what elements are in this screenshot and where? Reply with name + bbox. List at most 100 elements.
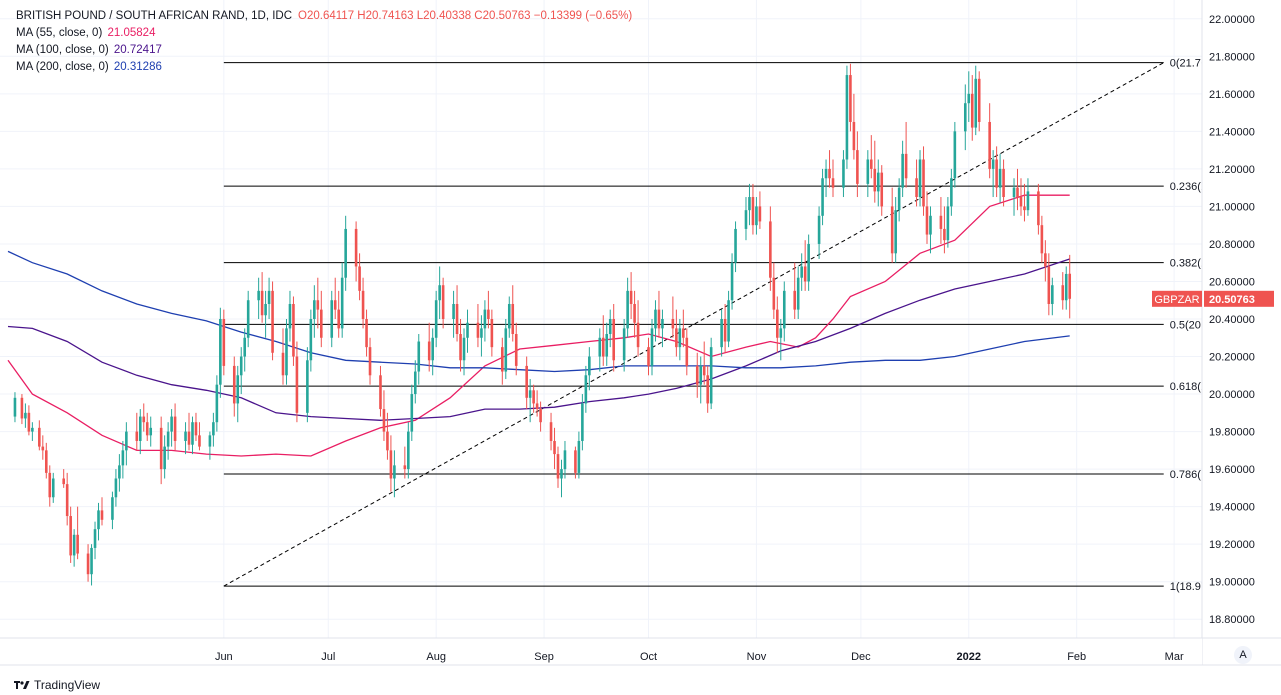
candle-body	[142, 416, 146, 423]
candle-body	[723, 319, 727, 342]
candle-body	[100, 510, 104, 520]
candle-body	[977, 78, 981, 122]
candle-body	[845, 75, 849, 160]
ohlc-values: O20.64117 H20.74163 L20.40338 C20.50763 …	[298, 10, 633, 22]
candle-body	[246, 300, 250, 338]
candle-body	[354, 228, 358, 267]
candle-body	[76, 534, 79, 554]
time-axis: Jun Jul Aug Sep Oct Nov Dec 2022 Feb Mar	[0, 637, 1281, 666]
candle-body	[1051, 285, 1054, 304]
price-tick-label: 20.20000	[1209, 352, 1255, 364]
candle-body	[678, 328, 682, 348]
candle-body	[208, 435, 212, 447]
candle-body	[319, 309, 323, 338]
candle-body	[918, 159, 922, 198]
candle-body	[661, 319, 664, 329]
candle-body	[271, 290, 274, 353]
candle-body	[344, 228, 347, 278]
candle-body	[601, 337, 605, 357]
candle-body	[393, 465, 396, 479]
price-tick-label: 21.80000	[1209, 51, 1255, 63]
candle-body	[243, 337, 247, 357]
candle-body	[943, 228, 946, 241]
fibonacci-retracement: 0(21.76621)0.236(21.10789)0.382(20.70063…	[223, 58, 1250, 593]
candle-body	[535, 403, 539, 410]
candle-body	[441, 285, 445, 319]
indicator-ma55[interactable]: MA (55, close, 0) 21.05824	[16, 27, 156, 39]
candle-body	[431, 337, 434, 361]
candle-body	[974, 78, 978, 128]
candle-body	[807, 243, 810, 282]
candle-body	[170, 416, 173, 432]
candle-body	[852, 121, 856, 151]
price-tick-label: 18.80000	[1209, 614, 1255, 626]
grid	[0, 0, 1202, 638]
candle-body	[511, 303, 515, 335]
candle-body	[824, 168, 828, 179]
candle-body	[44, 450, 48, 473]
candle-body	[27, 412, 31, 432]
candle-body	[699, 365, 703, 385]
candle-body	[803, 266, 807, 282]
time-tick-label: Dec	[851, 651, 871, 663]
candle-body	[880, 172, 884, 207]
candle-body	[1061, 285, 1065, 301]
symbol-tag-label: GBPZAR	[1154, 294, 1199, 306]
time-tick-label: Oct	[640, 651, 657, 663]
candle-body	[831, 178, 835, 188]
candle-body	[1047, 266, 1051, 304]
candle-body	[239, 356, 243, 376]
ma200-value: 20.31286	[113, 61, 162, 73]
candle-body	[138, 416, 142, 441]
candle-body	[929, 215, 932, 235]
candle-body	[988, 121, 991, 169]
indicator-ma200[interactable]: MA (200, close, 0) 20.31286	[16, 61, 162, 73]
price-tick-label: 22.00000	[1209, 14, 1255, 26]
time-tick-label: Mar	[1165, 651, 1184, 663]
candle-body	[281, 352, 285, 376]
candle-body	[72, 534, 76, 556]
candle-body	[135, 431, 139, 441]
candle-body	[706, 375, 709, 404]
candle-body	[702, 365, 706, 376]
auto-scale-button[interactable]: A	[1234, 646, 1252, 664]
candle-body	[793, 290, 797, 310]
candle-body	[97, 510, 100, 530]
candle-body	[69, 516, 72, 556]
candle-body	[427, 341, 431, 361]
candle-body	[413, 371, 417, 395]
tradingview-branding[interactable]: TradingView	[14, 678, 100, 692]
candle-body	[466, 322, 469, 338]
candle-body	[727, 300, 730, 342]
candle-body	[257, 290, 260, 301]
candle-body	[285, 328, 288, 376]
candle-body	[438, 285, 441, 301]
candle-body	[260, 290, 264, 316]
symbol-tag-bg	[1152, 290, 1202, 307]
indicator-ma100[interactable]: MA (100, close, 0) 20.72417	[16, 44, 162, 56]
moving-average-line	[7, 194, 1070, 457]
candlestick-series	[13, 63, 1072, 586]
candle-body	[114, 478, 118, 498]
price-axis: 22.00000 21.80000 21.60000 21.40000 21.20000…	[1152, 0, 1281, 695]
candle-body	[166, 431, 170, 447]
candle-body	[870, 159, 873, 169]
candle-body	[48, 472, 52, 498]
candle-body	[970, 93, 974, 128]
candle-body	[316, 300, 320, 310]
candle-body	[417, 341, 421, 372]
candle-body	[219, 319, 222, 385]
candle-body	[452, 303, 455, 319]
candle-body	[574, 450, 577, 473]
candle-body	[584, 375, 588, 404]
candle-body	[504, 328, 508, 372]
candle-body	[24, 412, 27, 419]
price-tick-label: 21.60000	[1209, 89, 1255, 101]
candle-body	[629, 290, 633, 304]
candle-body	[407, 431, 410, 470]
candle-body	[267, 290, 271, 304]
candle-body	[337, 309, 340, 329]
current-price-tag-bg	[1204, 290, 1274, 307]
candle-body	[379, 375, 382, 410]
